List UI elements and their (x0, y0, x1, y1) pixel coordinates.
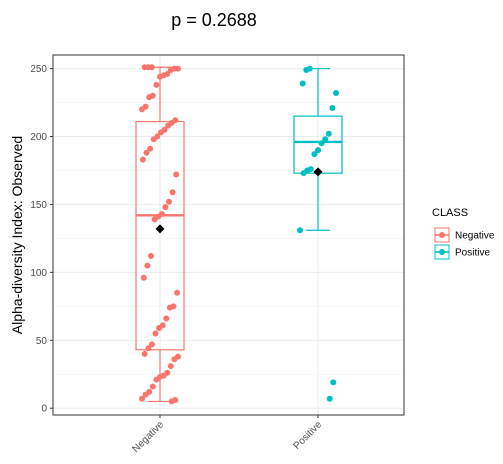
data-point (139, 106, 145, 113)
data-point (150, 136, 157, 143)
plot-panel-border (52, 54, 405, 416)
mean-marker (155, 224, 165, 234)
data-point (141, 350, 148, 357)
y-tick-label: 200 (30, 132, 47, 143)
data-point (139, 156, 146, 163)
box-layer (135, 66, 343, 403)
data-point (330, 379, 337, 386)
data-point (303, 66, 310, 73)
data-point (139, 395, 145, 402)
data-point (152, 330, 159, 337)
data-point (299, 80, 306, 87)
data-point (147, 145, 154, 152)
x-tick-label: Negative (130, 419, 166, 455)
legend-key-point (439, 232, 445, 238)
data-point (153, 376, 160, 383)
data-point (151, 216, 158, 223)
data-point (173, 171, 180, 178)
data-point (146, 94, 153, 101)
y-tick-label: 50 (36, 336, 48, 347)
legend-label: Negative (455, 231, 495, 242)
data-point (329, 104, 336, 111)
data-point (297, 227, 303, 234)
y-tick-label: 0 (41, 404, 47, 415)
x-tick-label: Positive (292, 419, 325, 452)
data-point (315, 147, 321, 154)
data-point (141, 64, 148, 71)
box-iqr (135, 120, 185, 351)
y-tick-label: 150 (30, 200, 47, 211)
mean-marker (313, 167, 323, 177)
data-point (300, 170, 307, 177)
data-point (168, 398, 175, 405)
legend-label: Positive (455, 248, 490, 259)
data-point (166, 198, 172, 205)
data-point (148, 253, 154, 260)
data-point (167, 66, 174, 73)
data-point (326, 395, 333, 402)
data-point (153, 81, 160, 88)
y-axis: 0 50 100 150 200 250 (30, 64, 53, 415)
data-point (169, 189, 176, 196)
data-point (163, 315, 170, 322)
grid-lines (53, 55, 404, 415)
data-point (333, 90, 339, 97)
legend-title: CLASS (432, 207, 468, 219)
legend-key-point (439, 249, 445, 255)
data-point (142, 391, 149, 398)
mean-layer (155, 167, 323, 234)
data-point (144, 262, 151, 269)
data-point (157, 129, 164, 136)
data-point (165, 122, 172, 129)
y-tick-label: 250 (30, 64, 47, 75)
data-point (167, 363, 174, 370)
data-point (157, 73, 163, 80)
data-point (148, 341, 155, 348)
data-point (145, 345, 152, 352)
data-point (318, 140, 325, 147)
data-point (149, 383, 156, 390)
data-point (166, 304, 173, 311)
data-point (325, 130, 332, 137)
data-point (174, 289, 181, 296)
y-axis-label: Alpha-diversity Index: Observed (9, 136, 25, 334)
y-tick-label: 100 (30, 268, 47, 279)
data-point (311, 151, 318, 158)
data-point (171, 356, 178, 363)
data-point (162, 204, 169, 211)
data-point (156, 325, 163, 332)
point-layer (139, 64, 339, 405)
data-point (140, 274, 147, 281)
chart-title: p = 0.2688 (171, 10, 257, 30)
x-axis: Negative Positive (130, 415, 324, 455)
data-point (143, 149, 150, 156)
data-point (322, 136, 329, 143)
legend: CLASS Negative Positive (432, 207, 495, 260)
